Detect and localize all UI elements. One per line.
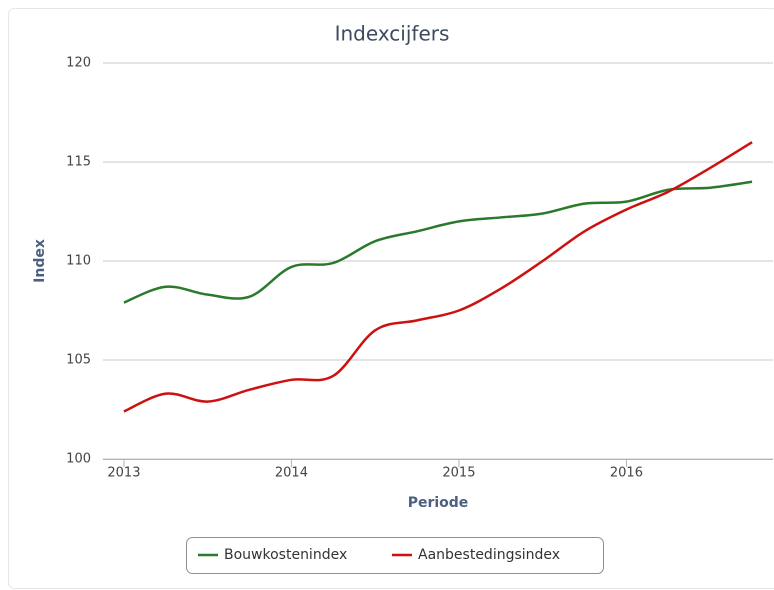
y-tick-label: 110 bbox=[66, 254, 91, 269]
x-tick-label: 2013 bbox=[107, 466, 140, 481]
y-tick-label: 105 bbox=[66, 353, 91, 368]
chart-frame bbox=[8, 8, 774, 589]
y-tick-label: 120 bbox=[66, 56, 91, 71]
x-tick-label: 2015 bbox=[442, 466, 475, 481]
x-tick-label: 2016 bbox=[610, 466, 643, 481]
series-line bbox=[123, 141, 753, 413]
chart-title: Indexcijfers bbox=[335, 22, 450, 46]
legend-label: Aanbestedingsindex bbox=[418, 547, 560, 563]
series-line bbox=[123, 180, 753, 304]
legend-label: Bouwkostenindex bbox=[224, 547, 347, 563]
x-axis-title: Periode bbox=[408, 495, 469, 511]
y-tick-label: 100 bbox=[66, 452, 91, 467]
y-tick-label: 115 bbox=[66, 155, 91, 170]
x-tick-label: 2014 bbox=[275, 466, 308, 481]
y-axis-title: Index bbox=[32, 239, 48, 283]
